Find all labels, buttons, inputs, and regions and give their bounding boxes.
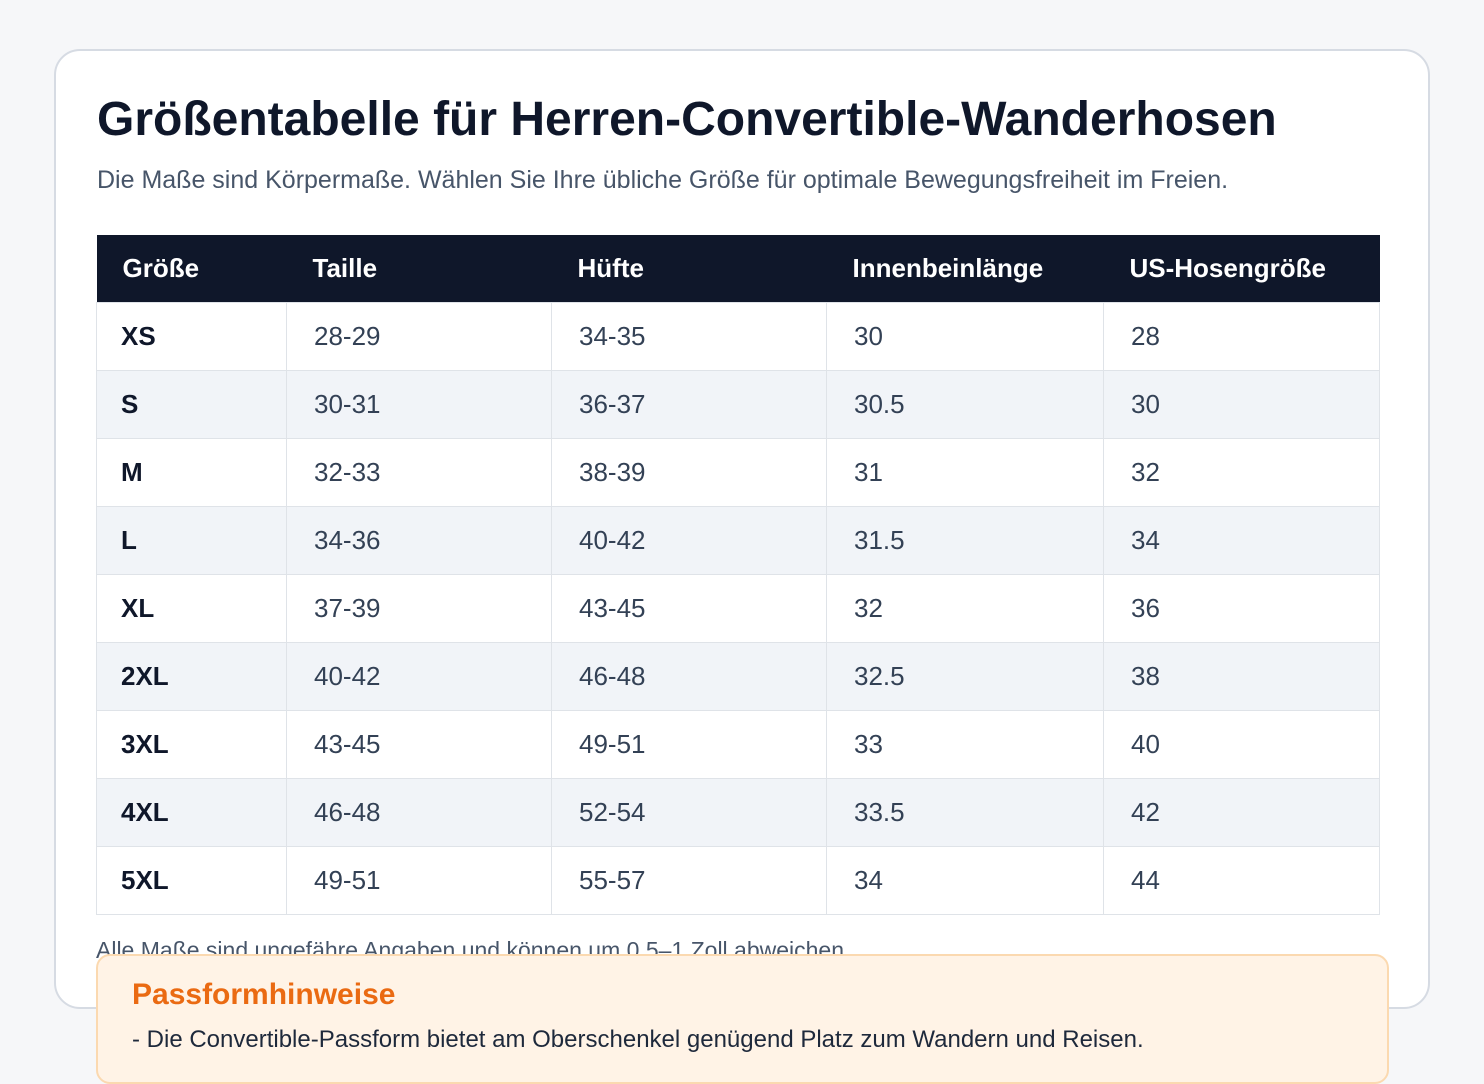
column-header-waist: Taille — [286, 235, 552, 302]
fit-notes-title: Passformhinweise — [132, 978, 396, 1011]
us-size-cell: 34 — [1103, 505, 1380, 575]
waist-cell: 40-42 — [286, 641, 552, 711]
us-size-cell: 38 — [1103, 641, 1380, 711]
inseam-cell: 31 — [826, 437, 1104, 507]
column-header-inseam: Innenbeinlänge — [826, 235, 1104, 302]
hip-cell: 43-45 — [551, 573, 827, 643]
hip-cell: 52-54 — [551, 777, 827, 847]
fit-notes-box: Passformhinweise - Die Convertible-Passf… — [96, 954, 1389, 1084]
size-cell: S — [96, 369, 287, 439]
hip-cell: 36-37 — [551, 369, 827, 439]
table-row: 4XL 46-48 52-54 33.5 42 — [96, 777, 1380, 847]
size-cell: 2XL — [96, 641, 287, 711]
table-row: L 34-36 40-42 31.5 34 — [96, 505, 1380, 575]
waist-cell: 30-31 — [286, 369, 552, 439]
inseam-cell: 32 — [826, 573, 1104, 643]
hip-cell: 38-39 — [551, 437, 827, 507]
fit-note-item: - Die Convertible-Passform bietet am Obe… — [132, 1026, 1144, 1053]
page-subtitle: Die Maße sind Körpermaße. Wählen Sie Ihr… — [97, 166, 1229, 194]
hip-cell: 55-57 — [551, 845, 827, 915]
table-row: 2XL 40-42 46-48 32.5 38 — [96, 641, 1380, 711]
size-table: Größe Taille Hüfte Innenbeinlänge US-Hos… — [96, 235, 1380, 915]
us-size-cell: 36 — [1103, 573, 1380, 643]
column-header-us-size: US-Hosengröße — [1103, 235, 1380, 302]
inseam-cell: 30.5 — [826, 369, 1104, 439]
us-size-cell: 42 — [1103, 777, 1380, 847]
hip-cell: 40-42 — [551, 505, 827, 575]
us-size-cell: 32 — [1103, 437, 1380, 507]
inseam-cell: 32.5 — [826, 641, 1104, 711]
page-title: Größentabelle für Herren-Convertible-Wan… — [97, 93, 1277, 146]
inseam-cell: 33.5 — [826, 777, 1104, 847]
column-header-size: Größe — [96, 235, 287, 302]
waist-cell: 43-45 — [286, 709, 552, 779]
us-size-cell: 30 — [1103, 369, 1380, 439]
us-size-cell: 28 — [1103, 301, 1380, 371]
waist-cell: 49-51 — [286, 845, 552, 915]
column-header-hip: Hüfte — [551, 235, 827, 302]
size-cell: 3XL — [96, 709, 287, 779]
inseam-cell: 30 — [826, 301, 1104, 371]
inseam-cell: 34 — [826, 845, 1104, 915]
us-size-cell: 40 — [1103, 709, 1380, 779]
table-row: 5XL 49-51 55-57 34 44 — [96, 845, 1380, 915]
size-cell: 5XL — [96, 845, 287, 915]
table-row: S 30-31 36-37 30.5 30 — [96, 369, 1380, 439]
waist-cell: 32-33 — [286, 437, 552, 507]
table-row: M 32-33 38-39 31 32 — [96, 437, 1380, 507]
size-cell: XS — [96, 301, 287, 371]
hip-cell: 34-35 — [551, 301, 827, 371]
waist-cell: 34-36 — [286, 505, 552, 575]
size-cell: L — [96, 505, 287, 575]
us-size-cell: 44 — [1103, 845, 1380, 915]
table-header-row: Größe Taille Hüfte Innenbeinlänge US-Hos… — [96, 235, 1380, 302]
waist-cell: 46-48 — [286, 777, 552, 847]
table-row: XS 28-29 34-35 30 28 — [96, 301, 1380, 371]
table-row: 3XL 43-45 49-51 33 40 — [96, 709, 1380, 779]
table-row: XL 37-39 43-45 32 36 — [96, 573, 1380, 643]
inseam-cell: 31.5 — [826, 505, 1104, 575]
hip-cell: 46-48 — [551, 641, 827, 711]
waist-cell: 28-29 — [286, 301, 552, 371]
inseam-cell: 33 — [826, 709, 1104, 779]
waist-cell: 37-39 — [286, 573, 552, 643]
size-cell: 4XL — [96, 777, 287, 847]
size-cell: XL — [96, 573, 287, 643]
hip-cell: 49-51 — [551, 709, 827, 779]
size-cell: M — [96, 437, 287, 507]
